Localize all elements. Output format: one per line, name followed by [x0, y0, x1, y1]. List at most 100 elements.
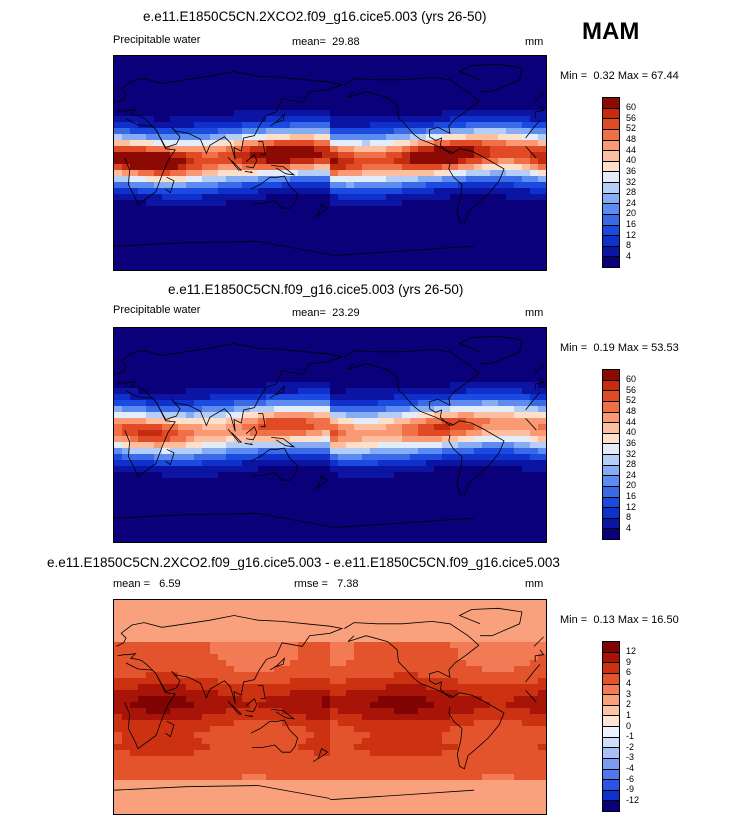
field-cell	[210, 412, 219, 419]
field-cell	[234, 364, 243, 371]
field-cell	[210, 164, 219, 171]
field-cell	[322, 146, 331, 153]
field-cell	[426, 56, 435, 63]
field-cell	[210, 254, 219, 261]
field-cell	[338, 206, 347, 213]
field-cell	[514, 606, 523, 613]
field-cell	[418, 630, 427, 637]
field-cell	[146, 68, 155, 75]
field-cell	[282, 152, 291, 159]
field-cell	[426, 672, 435, 679]
field-cell	[162, 122, 171, 129]
field-cell	[354, 532, 363, 539]
field-cell	[162, 460, 171, 467]
field-cell	[138, 224, 147, 231]
field-cell	[306, 376, 315, 383]
field-cell	[274, 418, 283, 425]
field-cell	[226, 254, 235, 261]
field-cell	[266, 86, 275, 93]
field-cell	[514, 376, 523, 383]
field-cell	[122, 406, 131, 413]
field-cell	[538, 364, 546, 371]
field-cell	[234, 472, 243, 479]
field-cell	[506, 358, 515, 365]
field-cell	[458, 636, 467, 643]
field-cell	[458, 642, 467, 649]
field-cell	[242, 672, 251, 679]
field-cell	[426, 358, 435, 365]
field-cell	[234, 382, 243, 389]
field-cell	[490, 340, 499, 347]
field-cell	[258, 212, 267, 219]
field-cell	[298, 490, 307, 497]
field-cell	[146, 382, 155, 389]
field-cell	[450, 448, 459, 455]
field-cell	[378, 116, 387, 123]
field-cell	[250, 412, 259, 419]
field-cell	[122, 80, 131, 87]
field-cell	[394, 170, 403, 177]
field-cell	[234, 508, 243, 515]
field-cell	[458, 412, 467, 419]
field-cell	[218, 248, 227, 255]
field-cell	[122, 502, 131, 509]
field-cell	[298, 364, 307, 371]
field-cell	[234, 170, 243, 177]
field-cell	[354, 502, 363, 509]
field-cell	[306, 672, 315, 679]
field-cell	[354, 224, 363, 231]
field-cell	[482, 624, 491, 631]
field-cell	[386, 690, 395, 697]
field-cell	[290, 110, 299, 117]
field-cell	[410, 92, 419, 99]
field-cell	[178, 104, 187, 111]
field-cell	[298, 98, 307, 105]
field-cell	[226, 636, 235, 643]
field-cell	[122, 472, 131, 479]
field-cell	[226, 654, 235, 661]
field-cell	[154, 266, 163, 270]
field-cell	[194, 266, 203, 270]
field-cell	[386, 442, 395, 449]
field-cell	[170, 182, 179, 189]
field-cell	[410, 248, 419, 255]
field-cell	[330, 514, 339, 521]
field-cell	[490, 200, 499, 207]
field-cell	[322, 134, 331, 141]
field-cell	[162, 490, 171, 497]
field-cell	[434, 56, 443, 63]
field-cell	[130, 376, 139, 383]
field-cell	[114, 260, 123, 267]
field-cell	[410, 158, 419, 165]
field-cell	[370, 478, 379, 485]
field-cell	[330, 388, 339, 395]
field-cell	[362, 424, 371, 431]
field-cell	[474, 418, 483, 425]
field-cell	[530, 514, 539, 521]
field-cell	[146, 140, 155, 147]
field-cell	[282, 490, 291, 497]
field-cell	[138, 182, 147, 189]
field-cell	[466, 140, 475, 147]
field-cell	[402, 424, 411, 431]
field-cell	[330, 508, 339, 515]
field-cell	[410, 484, 419, 491]
field-cell	[418, 334, 427, 341]
field-cell	[362, 206, 371, 213]
field-cell	[450, 74, 459, 81]
field-cell	[442, 236, 451, 243]
field-cell	[426, 702, 435, 709]
field-cell	[234, 188, 243, 195]
field-cell	[250, 708, 259, 715]
field-cell	[530, 182, 539, 189]
field-cell	[370, 218, 379, 225]
field-cell	[290, 508, 299, 515]
field-cell	[338, 502, 347, 509]
field-cell	[202, 448, 211, 455]
field-cell	[186, 672, 195, 679]
field-cell	[186, 266, 195, 270]
field-cell	[362, 490, 371, 497]
field-cell	[306, 328, 315, 335]
field-cell	[178, 188, 187, 195]
colorbar-tick-label: 8	[626, 240, 632, 251]
